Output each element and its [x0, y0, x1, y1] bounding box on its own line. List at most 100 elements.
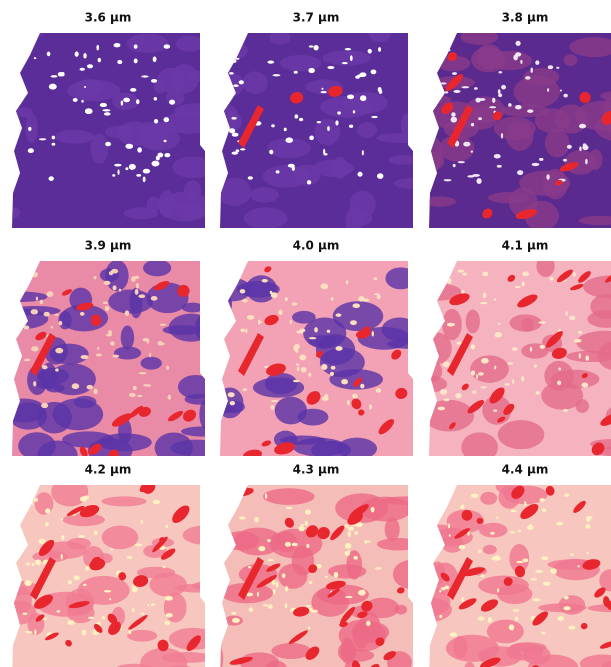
- tissue: [0, 477, 227, 667]
- tissue: [196, 24, 434, 237]
- tissue-speck: [28, 148, 34, 153]
- tissue-speck: [39, 539, 46, 544]
- tissue-speck: [460, 504, 464, 509]
- tissue-speck: [31, 346, 38, 351]
- tissue-speck: [294, 344, 300, 349]
- tissue-speck: [83, 584, 87, 586]
- tissue-speck: [350, 55, 353, 61]
- tissue-speck: [117, 169, 119, 175]
- tissue-speck: [28, 127, 31, 131]
- tissue-speck: [512, 379, 514, 384]
- tissue-speck: [282, 573, 286, 578]
- tissue-speck: [324, 394, 328, 400]
- tissue-patch: [75, 79, 103, 97]
- tissue-speck: [471, 151, 473, 153]
- tissue-patch: [183, 526, 227, 545]
- tissue-speck: [307, 180, 311, 184]
- tissue-speck: [498, 89, 501, 94]
- tissue-speck: [496, 517, 499, 519]
- tissue-patch: [275, 532, 297, 552]
- tissue-speck: [471, 495, 478, 498]
- tissue-speck: [467, 175, 474, 177]
- tissue-speck: [268, 604, 273, 609]
- tissue-speck: [276, 170, 280, 173]
- tissue-speck: [567, 145, 572, 149]
- tissue-speck: [97, 347, 99, 350]
- tissue-speck: [327, 126, 330, 131]
- tissue-patch: [535, 108, 570, 133]
- tissue-speck: [232, 618, 240, 623]
- tissue-patch: [217, 178, 251, 206]
- tissue-speck: [481, 386, 487, 388]
- tissue-speck: [46, 291, 53, 297]
- tissue-speck: [314, 327, 318, 332]
- tissue-patch: [250, 187, 279, 202]
- tissue-speck: [85, 108, 93, 114]
- panel-label: 4.1 µm: [502, 239, 549, 253]
- tissue-patch: [135, 122, 177, 136]
- tissue-speck: [130, 88, 136, 92]
- tissue-speck: [557, 380, 561, 385]
- tissue-speck: [331, 366, 336, 370]
- tissue-speck: [271, 124, 275, 127]
- tissue-speck: [498, 323, 500, 325]
- tissue-speck: [151, 161, 159, 167]
- tissue-speck: [138, 294, 145, 298]
- tissue-speck: [40, 300, 44, 304]
- tissue-speck: [449, 534, 451, 537]
- tissue-speck: [308, 627, 311, 629]
- tissue-patch: [26, 113, 38, 143]
- tissue-speck: [94, 531, 98, 536]
- tissue-speck: [347, 531, 351, 537]
- tissue-speck: [105, 142, 111, 147]
- tissue-speck: [61, 554, 63, 560]
- tissue-speck: [249, 607, 253, 612]
- tissue-speck: [104, 112, 111, 115]
- tissue-speck: [494, 332, 501, 338]
- tissue-speck: [309, 136, 314, 141]
- tissue-speck: [121, 101, 123, 106]
- tissue-patch: [275, 397, 307, 425]
- tissue-speck: [458, 161, 465, 163]
- tissue-patch: [90, 134, 108, 164]
- tissue-patch: [246, 275, 277, 302]
- tissue-patch: [4, 27, 43, 41]
- tissue-speck: [31, 309, 38, 314]
- tissue-patch: [11, 586, 32, 613]
- tissue-speck: [32, 563, 35, 566]
- tissue-speck: [39, 138, 46, 140]
- tissue-speck: [532, 163, 540, 166]
- tissue-speck: [93, 276, 96, 279]
- tissue-speck: [294, 71, 298, 74]
- tissue-speck: [28, 580, 30, 584]
- tissue-speck: [352, 393, 357, 398]
- tissue-speck: [96, 353, 102, 356]
- tissue-patch: [149, 573, 186, 597]
- tissue-speck: [564, 493, 569, 497]
- tissue-speck: [166, 366, 169, 370]
- tissue-patch: [385, 518, 400, 542]
- tissue-speck: [516, 561, 523, 563]
- tissue-speck: [164, 44, 171, 48]
- tissue-speck: [267, 539, 271, 542]
- tissue-speck: [164, 140, 167, 142]
- tissue-speck: [295, 114, 299, 118]
- tissue-patch: [381, 496, 431, 504]
- tissue-patch: [479, 523, 508, 538]
- tissue-speck: [151, 603, 155, 605]
- tissue-speck: [480, 574, 484, 577]
- tissue-speck: [229, 509, 236, 512]
- tissue-patch: [49, 363, 96, 395]
- tissue-speck: [169, 100, 175, 105]
- tissue-patch: [141, 357, 162, 370]
- tissue-speck: [137, 147, 142, 152]
- tissue-patch: [199, 400, 211, 430]
- tissue-speck: [585, 159, 588, 165]
- tissue-patch: [271, 643, 311, 659]
- tissue-speck: [305, 521, 308, 527]
- tissue-speck: [153, 56, 157, 62]
- tissue: [0, 27, 227, 228]
- tissue: [209, 482, 430, 667]
- tissue-speck: [84, 86, 86, 88]
- tissue-speck: [85, 566, 90, 571]
